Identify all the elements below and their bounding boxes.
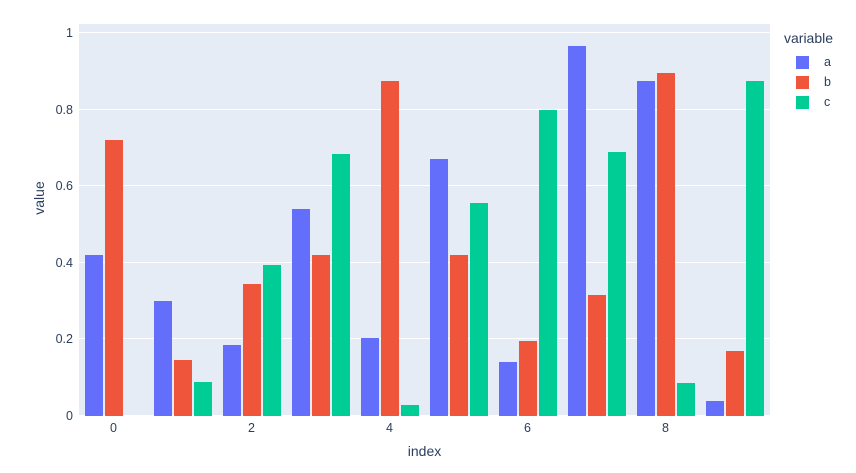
gridline-y-0.4 — [79, 261, 770, 263]
bar-c-4[interactable] — [400, 404, 419, 416]
bar-c-6[interactable] — [538, 109, 557, 416]
y-tick-label-0.8: 0.8 — [55, 102, 73, 117]
x-tick-label-2: 2 — [248, 421, 255, 435]
bar-c-7[interactable] — [607, 151, 626, 416]
x-axis-title: index — [407, 443, 442, 459]
legend-item-a[interactable]: a — [782, 52, 856, 72]
bar-a-0[interactable] — [84, 255, 103, 416]
legend-swatch-a — [796, 55, 809, 69]
bar-a-2[interactable] — [222, 345, 241, 416]
legend-item-b[interactable]: b — [782, 72, 856, 92]
bar-a-4[interactable] — [360, 337, 379, 416]
bar-c-2[interactable] — [262, 264, 281, 416]
bar-a-6[interactable] — [498, 362, 517, 416]
bar-b-7[interactable] — [587, 295, 606, 416]
bar-a-9[interactable] — [705, 400, 724, 416]
bar-c-3[interactable] — [331, 153, 350, 416]
bar-a-8[interactable] — [636, 80, 655, 416]
bar-b-5[interactable] — [449, 255, 468, 416]
legend-item-c[interactable]: c — [782, 92, 856, 112]
bar-b-6[interactable] — [518, 341, 537, 416]
y-axis-title: value — [31, 181, 47, 215]
legend-swatch-b — [796, 75, 809, 89]
bar-c-9[interactable] — [745, 80, 764, 416]
legend-label-a: a — [824, 55, 831, 69]
y-tick-label-1: 1 — [66, 26, 73, 40]
gridline-y-0.6 — [79, 185, 770, 187]
bar-b-1[interactable] — [173, 360, 192, 416]
x-tick-label-6: 6 — [524, 421, 531, 435]
bar-c-5[interactable] — [469, 203, 488, 416]
bar-b-8[interactable] — [656, 73, 675, 416]
x-tick-label-4: 4 — [386, 421, 393, 435]
gridline-y-0 — [79, 415, 770, 416]
legend-swatch-c — [796, 95, 809, 109]
bar-c-1[interactable] — [193, 381, 212, 416]
gridline-y-0.2 — [79, 338, 770, 340]
bar-b-0[interactable] — [104, 140, 123, 416]
bar-b-4[interactable] — [380, 80, 399, 416]
y-tick-label-0.2: 0.2 — [55, 332, 73, 347]
y-tick-label-0.4: 0.4 — [55, 255, 73, 270]
legend-title: variable — [784, 30, 834, 46]
bar-b-2[interactable] — [242, 283, 261, 416]
bar-a-7[interactable] — [567, 46, 586, 416]
plot-area[interactable] — [79, 24, 770, 416]
x-tick-label-0: 0 — [110, 421, 117, 435]
bar-a-1[interactable] — [153, 301, 172, 416]
bar-a-5[interactable] — [429, 159, 448, 416]
legend-label-c: c — [824, 95, 831, 109]
bar-c-8[interactable] — [676, 383, 695, 416]
y-tick-label-0: 0 — [66, 409, 73, 423]
bar-a-3[interactable] — [291, 209, 310, 416]
gridline-y-1 — [79, 32, 770, 33]
y-tick-label-0.6: 0.6 — [55, 179, 73, 194]
bar-b-9[interactable] — [725, 350, 744, 416]
x-tick-label-8: 8 — [662, 421, 669, 435]
bar-b-3[interactable] — [311, 255, 330, 416]
legend-label-b: b — [824, 75, 831, 89]
gridline-y-0.8 — [79, 108, 770, 110]
